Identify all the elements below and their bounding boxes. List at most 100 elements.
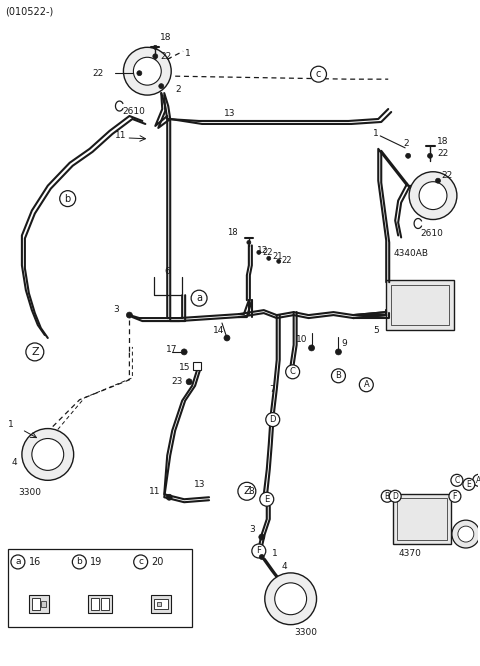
Bar	[157, 602, 161, 606]
Text: 2: 2	[403, 139, 409, 149]
Circle shape	[452, 520, 480, 548]
Text: 22: 22	[263, 248, 273, 257]
Circle shape	[360, 378, 373, 392]
Circle shape	[137, 71, 142, 76]
Circle shape	[332, 369, 346, 383]
Circle shape	[133, 57, 161, 85]
Text: 22: 22	[441, 171, 452, 180]
Circle shape	[191, 290, 207, 306]
Text: E: E	[264, 495, 269, 503]
Circle shape	[275, 583, 307, 615]
Text: 20: 20	[152, 557, 164, 567]
Text: 19: 19	[90, 557, 103, 567]
Text: 9: 9	[341, 340, 347, 348]
Text: 3300: 3300	[18, 488, 41, 497]
Text: 13: 13	[224, 109, 236, 117]
Text: 4: 4	[12, 458, 18, 467]
Text: A: A	[476, 476, 480, 485]
Circle shape	[259, 534, 265, 540]
Text: 3: 3	[113, 304, 119, 314]
Text: 22: 22	[93, 69, 104, 78]
Circle shape	[181, 349, 187, 355]
Text: 21: 21	[273, 252, 283, 261]
Text: 1: 1	[185, 49, 191, 58]
Circle shape	[451, 474, 463, 486]
Text: 15: 15	[179, 364, 191, 372]
Text: 1: 1	[373, 129, 379, 139]
Circle shape	[265, 573, 316, 625]
Text: 6: 6	[164, 267, 170, 276]
Text: 3300: 3300	[295, 628, 318, 637]
Circle shape	[259, 555, 264, 559]
Text: 4370: 4370	[398, 549, 421, 559]
Text: C: C	[290, 368, 296, 376]
Text: B: B	[384, 492, 390, 501]
Circle shape	[22, 428, 73, 480]
Circle shape	[32, 438, 64, 470]
Circle shape	[224, 335, 230, 341]
Text: 3: 3	[249, 525, 254, 533]
Circle shape	[247, 240, 251, 244]
Bar	[101, 598, 109, 610]
Text: 8: 8	[249, 487, 254, 496]
Text: 18: 18	[160, 33, 172, 42]
Bar	[88, 595, 112, 613]
Bar	[8, 549, 192, 627]
Circle shape	[389, 490, 401, 502]
Text: D: D	[269, 415, 276, 424]
Circle shape	[166, 494, 172, 500]
Circle shape	[267, 256, 271, 260]
Text: 23: 23	[171, 377, 182, 386]
Text: c: c	[138, 557, 143, 567]
Circle shape	[463, 478, 475, 490]
Text: 18: 18	[227, 228, 238, 237]
Text: 7: 7	[269, 385, 275, 394]
Text: C: C	[454, 476, 459, 485]
Circle shape	[428, 153, 432, 159]
Text: 22: 22	[282, 256, 292, 265]
Circle shape	[458, 526, 474, 542]
Text: 4340AB: 4340AB	[393, 249, 428, 258]
Bar	[155, 599, 168, 609]
Text: 18: 18	[437, 137, 448, 147]
Circle shape	[406, 153, 410, 159]
Circle shape	[72, 555, 86, 569]
Text: 13: 13	[194, 480, 205, 489]
Text: 22: 22	[437, 149, 448, 159]
Text: 17: 17	[166, 346, 178, 354]
Circle shape	[252, 544, 266, 558]
Circle shape	[266, 413, 280, 426]
Text: A: A	[363, 380, 369, 389]
Text: 22: 22	[160, 52, 171, 61]
Circle shape	[257, 250, 261, 254]
Text: 14: 14	[213, 326, 224, 334]
Text: (010522-): (010522-)	[5, 7, 53, 17]
Circle shape	[123, 47, 171, 95]
Text: 4: 4	[282, 562, 288, 571]
Circle shape	[134, 555, 148, 569]
Text: D: D	[392, 492, 398, 501]
Bar	[32, 598, 40, 610]
Circle shape	[26, 343, 44, 361]
Circle shape	[153, 45, 157, 49]
Text: 2610: 2610	[122, 107, 145, 115]
Text: 12: 12	[257, 246, 268, 255]
Text: a: a	[15, 557, 21, 567]
Text: 10: 10	[296, 336, 307, 344]
Bar	[391, 285, 449, 325]
Text: 1: 1	[272, 549, 277, 559]
Circle shape	[473, 474, 480, 486]
Text: 1: 1	[8, 420, 14, 429]
Text: 11: 11	[114, 131, 126, 141]
Text: b: b	[76, 557, 82, 567]
Circle shape	[381, 490, 393, 502]
Circle shape	[449, 490, 461, 502]
Circle shape	[409, 172, 457, 220]
Circle shape	[159, 84, 164, 89]
Bar	[29, 595, 48, 613]
Bar	[152, 595, 171, 613]
Circle shape	[238, 482, 256, 500]
Circle shape	[277, 259, 281, 263]
Circle shape	[286, 365, 300, 379]
Text: Z: Z	[31, 347, 39, 357]
